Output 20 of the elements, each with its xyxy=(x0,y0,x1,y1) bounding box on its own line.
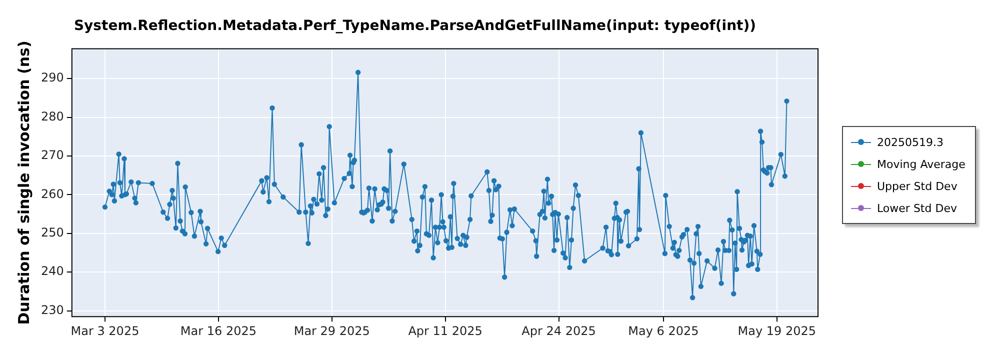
y-tick-label: 260 xyxy=(41,186,64,201)
legend-label: 20250519.3 xyxy=(877,136,944,148)
y-tick-label: 230 xyxy=(41,302,64,317)
y-tick-label: 240 xyxy=(41,264,64,278)
legend-label: Moving Average xyxy=(877,158,966,170)
y-tick-label: 270 xyxy=(41,148,64,162)
y-axis-title: Duration of single invocation (ns) xyxy=(14,40,33,325)
x-tick-label: Mar 29 2025 xyxy=(294,324,370,338)
y-tick-label: 290 xyxy=(41,70,64,85)
x-tick-label: Apr 11 2025 xyxy=(408,324,482,338)
y-tick-label: 280 xyxy=(41,109,64,124)
x-tick-label: May 6 2025 xyxy=(628,324,699,338)
legend-label: Lower Std Dev xyxy=(877,202,957,214)
y-tick-label: 250 xyxy=(41,226,64,240)
legend-label: Upper Std Dev xyxy=(877,180,958,192)
x-tick-label: Mar 3 2025 xyxy=(70,324,140,338)
x-tick-label: Mar 16 2025 xyxy=(180,324,256,338)
chart-title: System.Reflection.Metadata.Perf_TypeName.ParseAndGetFullName(input: typeof(int)) xyxy=(74,18,756,34)
x-tick-label: Apr 24 2025 xyxy=(522,324,596,338)
x-tick-label: May 19 2025 xyxy=(738,324,816,338)
